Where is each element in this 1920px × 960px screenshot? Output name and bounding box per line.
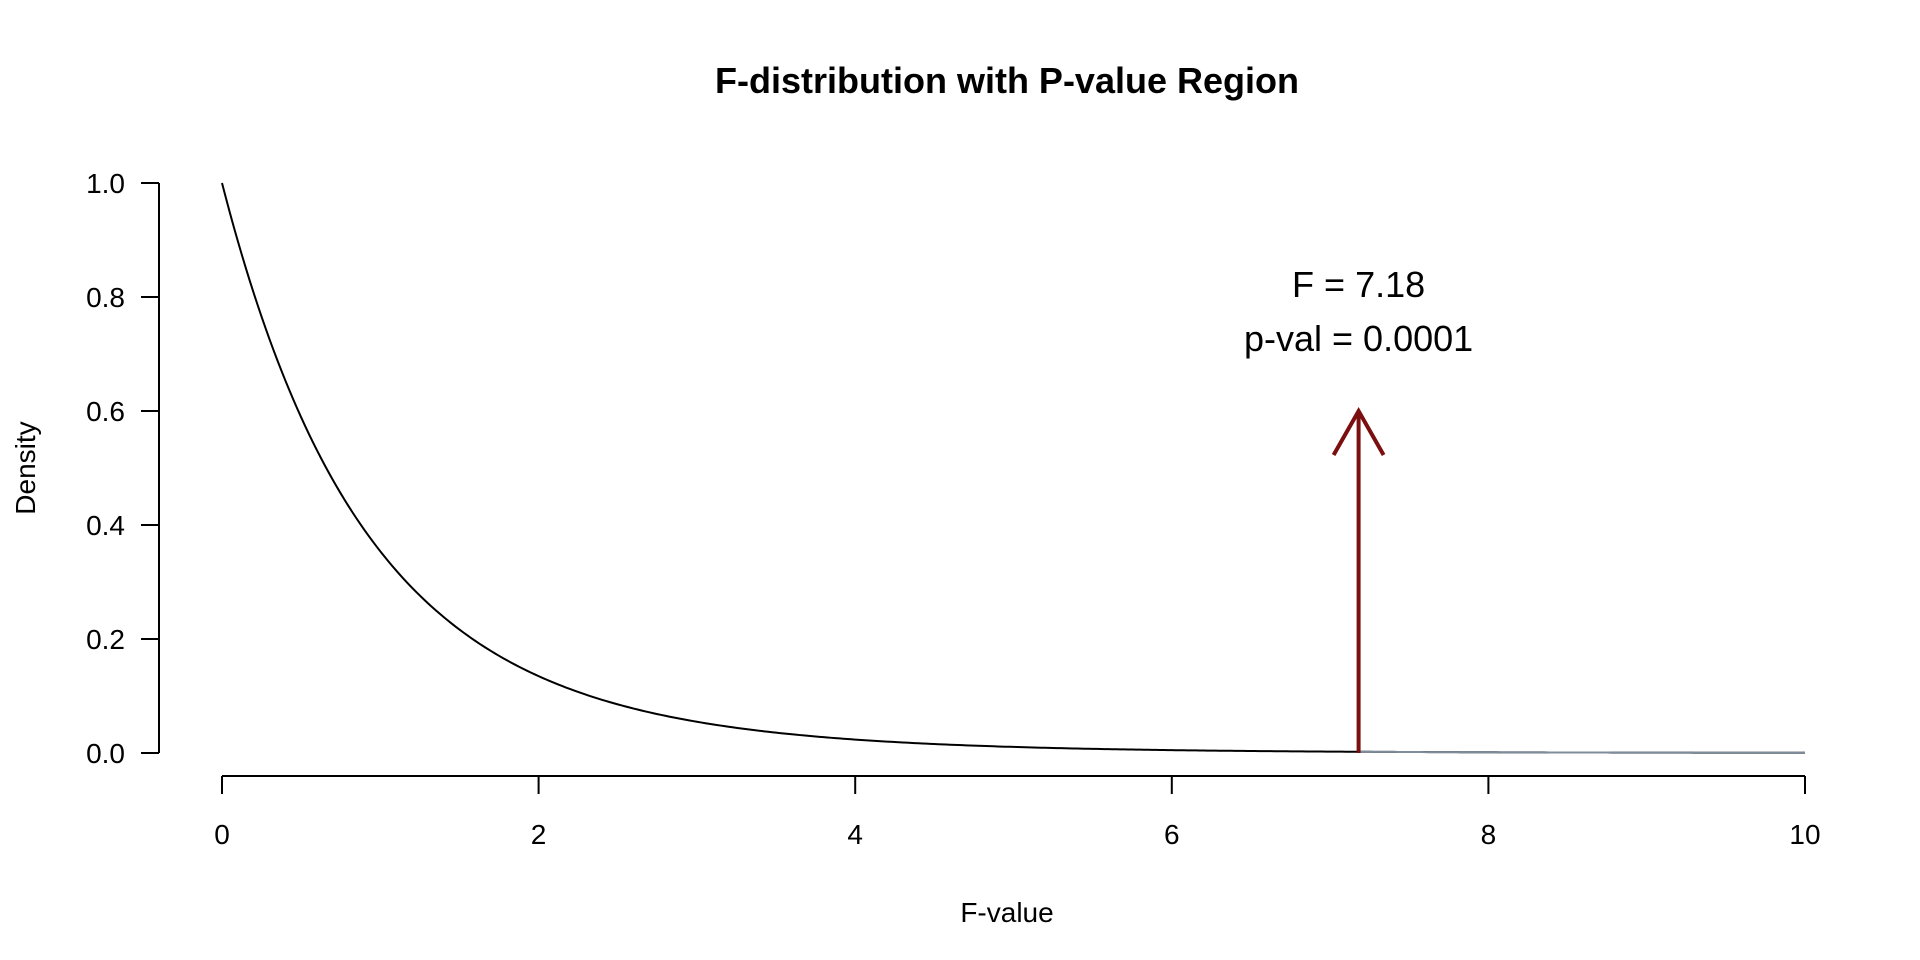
chart-title: F-distribution with P-value Region bbox=[715, 60, 1299, 101]
p-value-region bbox=[1358, 750, 1806, 754]
arrow-head bbox=[1331, 406, 1386, 456]
y-tick-label: 0.0 bbox=[86, 738, 125, 769]
x-tick-label: 10 bbox=[1789, 819, 1820, 850]
x-axis: 0 2 4 6 8 10 bbox=[214, 775, 1821, 850]
x-tick-label: 0 bbox=[214, 819, 230, 850]
y-axis: 0.0 0.2 0.4 0.6 0.8 1.0 bbox=[86, 168, 160, 769]
y-tick-label: 0.2 bbox=[86, 624, 125, 655]
x-tick-label: 2 bbox=[531, 819, 547, 850]
y-tick-label: 0.8 bbox=[86, 282, 125, 313]
density-curve bbox=[221, 182, 1806, 754]
y-tick-label: 0.4 bbox=[86, 510, 125, 541]
x-tick-label: 8 bbox=[1481, 819, 1497, 850]
p-value-annotation: p-val = 0.0001 bbox=[1244, 318, 1473, 359]
x-tick-label: 6 bbox=[1164, 819, 1180, 850]
y-axis-title: Density bbox=[10, 421, 41, 514]
x-axis-title: F-value bbox=[960, 897, 1053, 928]
y-tick-label: 0.6 bbox=[86, 396, 125, 427]
y-tick-label: 1.0 bbox=[86, 168, 125, 199]
annotations: F = 7.18 p-val = 0.0001 bbox=[1244, 264, 1473, 359]
f-value-annotation: F = 7.18 bbox=[1292, 264, 1425, 305]
x-tick-label: 4 bbox=[847, 819, 863, 850]
p-value-arrow bbox=[1331, 406, 1386, 753]
